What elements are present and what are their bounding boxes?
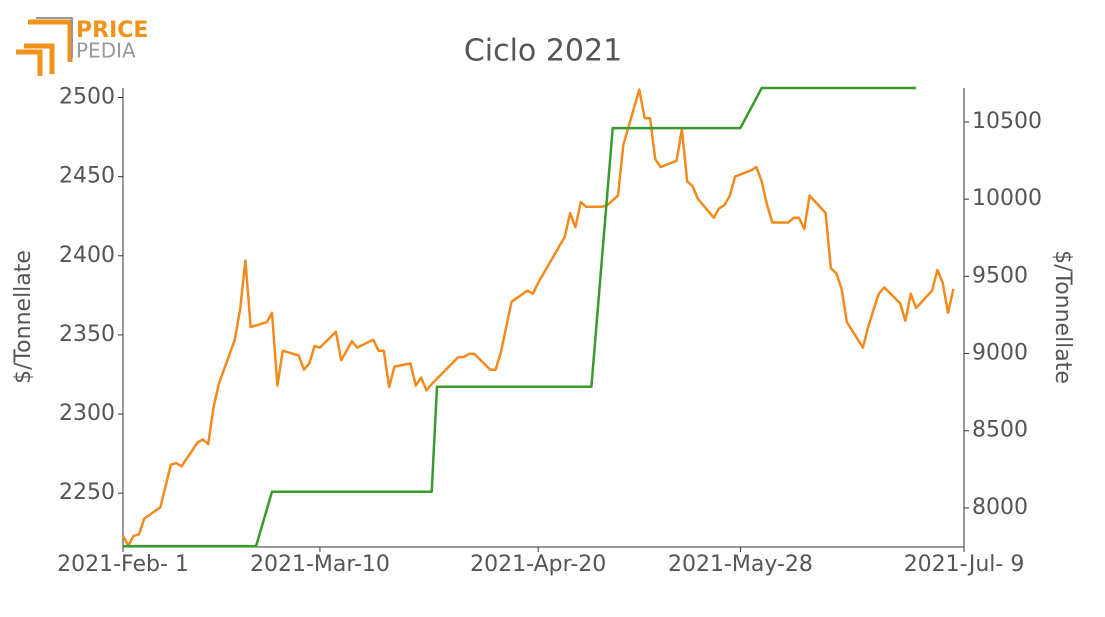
line-series [123,86,917,548]
y-tick-label: 2300 [59,401,115,426]
chart-title: Ciclo 2021 [464,34,622,69]
logo-bottom: PEDIA [76,39,136,63]
x-tick-label: 2021-Mar-10 [250,552,390,577]
logo: PRICE PEDIA [16,17,148,76]
logo-mark [16,19,73,76]
x-tick-label: 2021-Jul- 9 [904,552,1025,577]
x-tick-label: 2021-Apr-20 [470,552,606,577]
line-series [121,88,955,547]
y2-tick-label: 10000 [972,186,1042,211]
y-tick-label: 2450 [59,164,115,189]
y2-tick-label: 10500 [972,109,1042,134]
y2-axis-label: $/Tonnellate [1050,250,1075,384]
logo-frame [36,17,73,58]
y-tick-label: 2500 [59,84,115,109]
x-tick-label: 2021-May-28 [668,552,813,577]
logo-top: PRICE [76,18,148,43]
y-tick-label: 2350 [59,322,115,347]
y2-tick-label: 8000 [972,495,1028,520]
y-tick-label: 2400 [59,243,115,268]
y-tick-label: 2250 [59,480,115,505]
y2-tick-label: 9500 [972,263,1028,288]
x-tick-label: 2021-Feb- 1 [57,552,189,577]
y2-tick-label: 8500 [972,418,1028,443]
y2-tick-label: 9000 [972,341,1028,366]
y-axis-label: $/Tonnellate [11,250,36,384]
